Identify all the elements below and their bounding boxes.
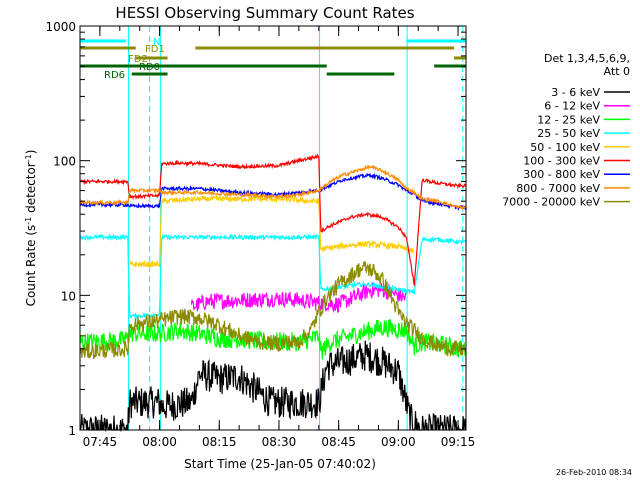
series-line-1 <box>190 282 407 314</box>
legend-label: 25 - 50 keV <box>537 127 600 140</box>
series-line-8 <box>79 261 467 360</box>
x-tick-label: 09:15 <box>441 435 476 449</box>
x-tick-label: 07:45 <box>83 435 118 449</box>
flag-label-fd1: FD1 <box>145 44 165 55</box>
legend-label: 6 - 12 keV <box>544 100 600 113</box>
x-axis-title: Start Time (25-Jan-05 07:40:02) <box>184 457 376 471</box>
legend-label: 12 - 25 keV <box>537 113 600 126</box>
legend-label: 3 - 6 keV <box>551 86 600 99</box>
chart-title: HESSI Observing Summary Count Rates <box>115 4 414 22</box>
y-tick-label: 1 <box>68 424 76 438</box>
x-tick-label: 08:00 <box>142 435 177 449</box>
series-line-0 <box>79 340 467 433</box>
x-tick-label: 09:00 <box>381 435 416 449</box>
legend-header: Att 0 <box>604 65 630 78</box>
y-tick-label: 1000 <box>45 20 76 34</box>
series-line-7 <box>79 164 467 211</box>
x-tick-label: 08:30 <box>262 435 297 449</box>
legend-label: 50 - 100 keV <box>530 141 600 154</box>
legend-label: 7000 - 20000 keV <box>502 196 600 209</box>
flag-label-n: N <box>153 37 160 48</box>
flag-label-fd2: FD2 <box>128 54 148 65</box>
x-tick-label: 08:45 <box>321 435 356 449</box>
x-tick-label: 08:15 <box>202 435 237 449</box>
y-tick-label: 10 <box>61 289 76 303</box>
y-axis-title: Count Rate (s-1 detector-1) <box>24 150 39 307</box>
timestamp-label: 26-Feb-2010 08:34 <box>556 468 632 477</box>
flag-label-rd0: RD0 <box>139 62 160 73</box>
flag-label-rd6: RD6 <box>104 70 125 81</box>
legend-label: 800 - 7000 keV <box>516 182 600 195</box>
legend-label: 100 - 300 keV <box>523 155 600 168</box>
legend-label: 300 - 800 keV <box>523 168 600 181</box>
y-tick-label: 100 <box>53 155 76 169</box>
series-line-5 <box>79 153 467 286</box>
plot-frame <box>79 25 467 431</box>
legend-header: Det 1,3,4,5,6,9, <box>544 52 630 65</box>
series-line-4 <box>129 194 415 269</box>
series-line-3 <box>79 233 467 320</box>
